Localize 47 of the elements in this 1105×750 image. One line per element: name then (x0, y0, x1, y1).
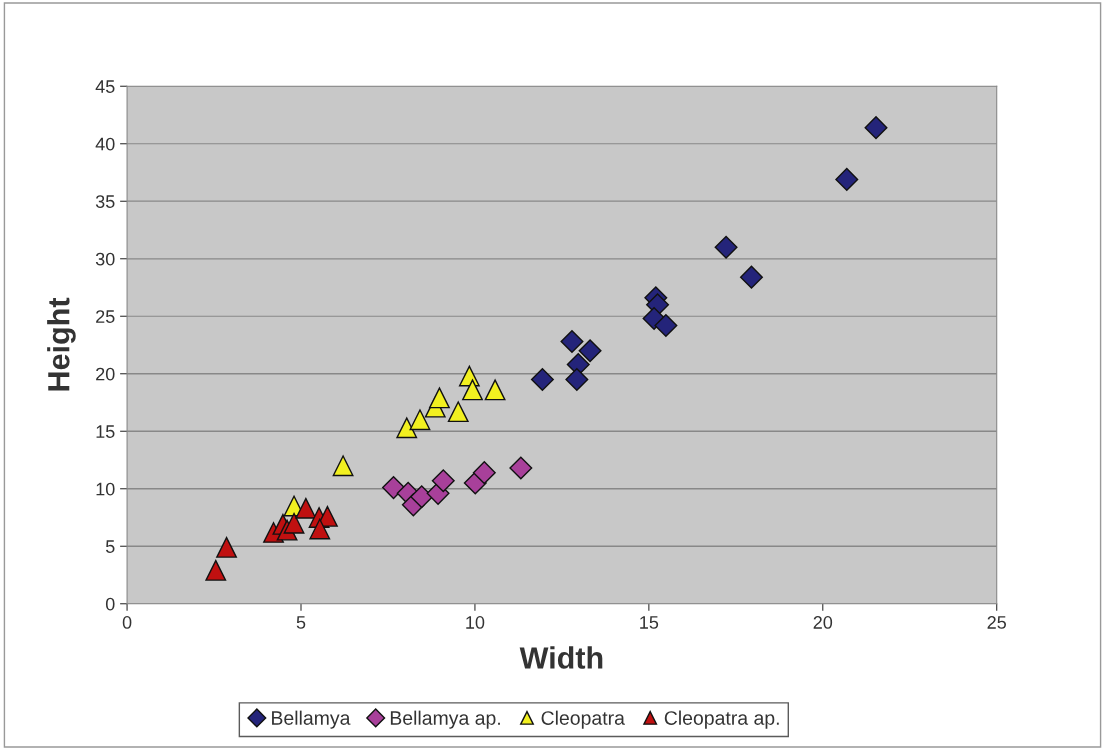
y-tick-label: 20 (96, 367, 115, 381)
x-tick-label: 20 (813, 616, 833, 629)
point (739, 265, 763, 289)
y-tick-label: 15 (96, 425, 115, 438)
point (530, 368, 554, 391)
point (864, 116, 888, 140)
x-tick-label: 10 (466, 616, 485, 629)
point (509, 456, 533, 480)
point (332, 455, 354, 477)
legend-label: Cleopatra (541, 710, 625, 729)
x-tick-label: 0 (122, 616, 132, 629)
x-tick-label: 15 (640, 616, 659, 629)
point (835, 167, 859, 191)
point (431, 469, 455, 493)
point (462, 379, 483, 401)
point (654, 313, 678, 337)
x-tick-label: 25 (987, 616, 1006, 629)
y-tick-label: 5 (105, 540, 115, 553)
point (472, 461, 496, 485)
legend-label: Cleopatra ap. (664, 710, 779, 729)
y-tick-label: 30 (95, 252, 115, 266)
point (447, 401, 469, 423)
y-tick-label: 25 (96, 310, 115, 323)
y-axis-title: Height (47, 297, 76, 391)
point (409, 409, 431, 431)
point (216, 536, 237, 558)
x-axis-title: Width (519, 646, 603, 669)
y-tick-label: 0 (105, 597, 115, 611)
point (565, 368, 589, 391)
y-tick-label: 10 (96, 482, 115, 496)
point (429, 387, 450, 409)
x-tick-label: 5 (296, 616, 306, 629)
legend-label: Bellamya ap. (390, 710, 500, 729)
point (578, 339, 602, 363)
point (714, 235, 738, 259)
point (205, 559, 227, 581)
legend-label: Bellamya (272, 710, 351, 729)
point (295, 497, 317, 519)
point (283, 512, 305, 534)
point (560, 330, 584, 354)
y-tick-label: 40 (95, 137, 115, 151)
y-tick-label: 35 (95, 195, 115, 208)
y-tick-label: 45 (95, 80, 115, 93)
point (396, 417, 418, 439)
point (410, 485, 434, 509)
point (484, 379, 506, 401)
point (309, 518, 331, 540)
